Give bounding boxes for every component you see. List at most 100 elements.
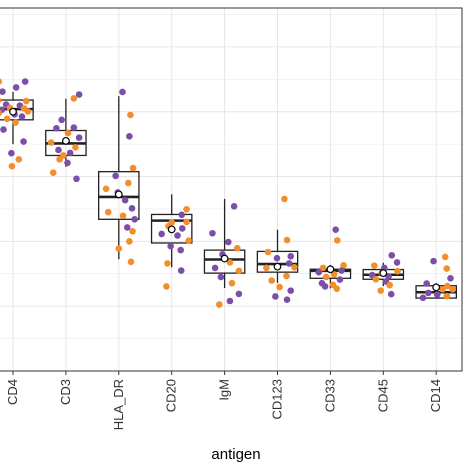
data-point — [115, 245, 123, 252]
mean-marker — [9, 107, 17, 116]
data-point — [291, 263, 298, 271]
data-point — [230, 203, 238, 210]
data-point — [167, 242, 174, 250]
data-point — [444, 282, 451, 290]
data-point — [263, 264, 270, 272]
data-point — [129, 228, 136, 235]
data-point — [22, 97, 30, 105]
data-point — [75, 134, 83, 141]
data-point — [228, 279, 236, 287]
data-point — [119, 88, 126, 96]
data-point — [433, 291, 441, 298]
data-point — [372, 275, 380, 283]
data-point — [388, 251, 396, 259]
x-tick-label: IgM — [217, 379, 232, 401]
data-point — [226, 297, 234, 305]
data-point — [163, 283, 170, 290]
data-point — [272, 293, 279, 300]
data-point — [168, 219, 175, 226]
data-point — [73, 175, 80, 183]
data-point — [216, 301, 223, 308]
data-point — [385, 273, 392, 280]
data-point — [8, 162, 16, 170]
data-point — [21, 78, 29, 85]
data-point — [177, 246, 184, 254]
data-point — [126, 133, 133, 140]
data-point — [217, 273, 225, 281]
data-point — [3, 115, 11, 123]
mean-marker — [326, 265, 335, 274]
data-point — [58, 116, 65, 124]
data-point — [283, 236, 291, 244]
data-point — [177, 267, 185, 274]
data-point — [321, 283, 329, 290]
data-point — [64, 159, 71, 167]
data-point — [174, 232, 181, 239]
x-tick-label: CD45 — [375, 379, 390, 412]
data-point — [131, 216, 138, 223]
data-point — [394, 267, 401, 275]
data-point — [64, 129, 72, 137]
data-point — [129, 164, 137, 172]
data-point — [287, 252, 295, 260]
x-tick-label: CD123 — [270, 379, 285, 419]
data-point — [330, 271, 338, 278]
data-point — [185, 237, 192, 245]
box-plots — [0, 91, 457, 299]
data-point — [20, 138, 27, 145]
data-point — [235, 267, 243, 275]
data-point — [333, 237, 341, 244]
data-point — [439, 286, 446, 293]
mean-marker — [114, 190, 123, 199]
box-iqr — [150, 213, 193, 244]
data-point — [121, 196, 129, 204]
data-point — [283, 296, 291, 303]
data-point — [283, 272, 290, 280]
data-point — [268, 277, 275, 284]
data-point — [233, 244, 241, 252]
data-point — [0, 97, 2, 104]
data-point — [333, 285, 341, 292]
data-point — [72, 144, 79, 151]
data-point — [183, 218, 190, 226]
data-points — [0, 78, 456, 308]
data-point — [47, 139, 55, 146]
data-point — [443, 292, 451, 300]
data-point — [56, 156, 63, 163]
data-point — [49, 169, 57, 176]
data-point — [424, 289, 432, 297]
data-point — [12, 84, 20, 91]
data-point — [18, 113, 26, 120]
data-point — [102, 185, 110, 193]
data-point — [264, 248, 272, 256]
data-point — [24, 108, 32, 115]
data-point — [423, 280, 430, 287]
data-point — [178, 211, 186, 219]
data-point — [126, 238, 133, 245]
data-point — [0, 109, 3, 117]
data-point — [387, 290, 395, 298]
data-point — [209, 229, 216, 237]
x-tick-label: CD33 — [322, 379, 337, 412]
data-point — [336, 276, 344, 283]
data-point — [235, 290, 243, 298]
data-point — [338, 267, 345, 274]
mean-marker — [167, 225, 176, 234]
data-point — [285, 260, 293, 267]
data-point — [125, 179, 132, 187]
data-point — [441, 253, 449, 261]
mean-marker — [62, 136, 70, 145]
data-point — [273, 254, 281, 262]
box-iqr — [256, 250, 299, 273]
data-point — [226, 259, 234, 266]
data-point — [104, 208, 112, 216]
mean-markers — [9, 107, 441, 292]
data-point — [430, 257, 437, 265]
data-point — [55, 146, 62, 154]
data-point — [112, 172, 119, 180]
data-point — [287, 287, 295, 294]
x-tick-label: HLA_DR — [111, 379, 126, 430]
data-point — [127, 111, 134, 119]
data-point — [281, 195, 288, 203]
